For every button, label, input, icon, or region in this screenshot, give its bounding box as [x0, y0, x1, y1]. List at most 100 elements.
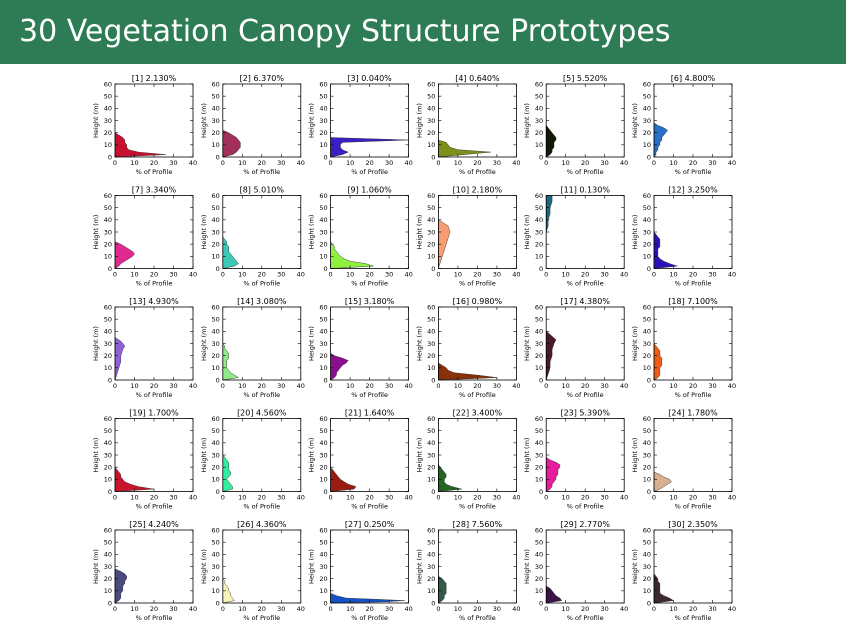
x-tick-label: 30: [708, 159, 716, 167]
x-axis-label: % of Profile: [675, 614, 712, 622]
y-tick-label: 40: [212, 439, 220, 447]
profile-area: [438, 362, 497, 381]
x-axis-label: % of Profile: [243, 614, 280, 622]
x-tick-label: 30: [601, 382, 609, 390]
x-tick-label: 20: [150, 494, 158, 502]
y-axis-label: Height (m): [631, 549, 639, 584]
x-tick-label: 10: [238, 382, 246, 390]
x-tick-label: 10: [454, 271, 462, 279]
x-tick-label: 0: [652, 494, 656, 502]
x-tick-label: 20: [150, 382, 158, 390]
y-tick-label: 40: [643, 105, 651, 113]
x-tick-label: 40: [297, 159, 305, 167]
x-tick-label: 20: [689, 494, 697, 502]
y-tick-label: 0: [323, 265, 327, 273]
y-tick-label: 20: [427, 463, 435, 471]
x-tick-label: 40: [512, 382, 520, 390]
x-axis-label: % of Profile: [459, 614, 496, 622]
y-tick-label: 40: [104, 216, 112, 224]
y-tick-label: 0: [108, 599, 112, 607]
plot-frame: [222, 195, 302, 269]
x-tick-label: 0: [329, 159, 333, 167]
x-axis-label: % of Profile: [351, 503, 388, 511]
chart-panel-6: 0 10 20 30 40 0 10 20 30 40 50 60 [6] 4.800% % of Pro…: [631, 74, 736, 176]
panel-title: [25] 4.240%: [129, 520, 179, 529]
panel-title: [5] 5.520%: [563, 74, 608, 83]
x-axis-label: % of Profile: [136, 168, 173, 176]
x-tick-label: 0: [652, 605, 656, 613]
y-tick-label: 50: [212, 538, 220, 546]
y-tick-label: 60: [643, 415, 651, 423]
y-tick-label: 50: [643, 315, 651, 323]
y-tick-label: 30: [104, 228, 112, 236]
y-tick-label: 40: [319, 328, 327, 336]
x-tick-label: 40: [189, 382, 197, 390]
x-tick-label: 10: [669, 494, 677, 502]
plot-frame: [653, 83, 733, 158]
y-tick-label: 20: [427, 240, 435, 248]
y-tick-label: 30: [427, 117, 435, 125]
y-tick-label: 0: [108, 153, 112, 161]
chart-panel-9: 0 10 20 30 40 0 10 20 30 40 50 60 [9] 1.060% % of Pro…: [308, 186, 413, 288]
y-tick-label: 40: [535, 216, 543, 224]
y-tick-label: 20: [319, 240, 327, 248]
chart-panel-10: 0 10 20 30 40 0 10 20 30 40 50 60 [10] 2.180% % of Pr…: [415, 186, 520, 288]
y-axis-label: Height (m): [415, 549, 423, 584]
chart-panel-5: 0 10 20 30 40 0 10 20 30 40 50 60 [5] 5.520% % of Pro…: [523, 74, 628, 176]
chart-panel-7: 0 10 20 30 40 0 10 20 30 40 50 60 [7] 3.340% % of Pro…: [92, 186, 197, 288]
y-tick-label: 10: [643, 476, 651, 484]
profile-area: [330, 593, 405, 604]
y-tick-label: 50: [427, 427, 435, 435]
y-tick-label: 30: [319, 228, 327, 236]
x-axis-label: % of Profile: [243, 503, 280, 511]
profile-area: [546, 457, 561, 492]
x-tick-label: 40: [404, 382, 412, 390]
x-tick-label: 40: [512, 159, 520, 167]
profile-area: [114, 132, 166, 158]
x-tick-label: 40: [404, 605, 412, 613]
x-tick-label: 20: [365, 271, 373, 279]
x-tick-label: 30: [493, 494, 501, 502]
x-tick-label: 0: [436, 605, 440, 613]
panel-title: [1] 2.130%: [132, 74, 177, 83]
panel-title: [15] 3.180%: [345, 297, 395, 306]
page-title: 30 Vegetation Canopy Structure Prototype…: [19, 14, 671, 49]
x-tick-label: 10: [669, 605, 677, 613]
x-tick-label: 40: [189, 159, 197, 167]
x-tick-label: 0: [436, 382, 440, 390]
chart-panel-18: 0 10 20 30 40 0 10 20 30 40 50 60 [18] 7.100% % of Pr…: [631, 297, 736, 399]
y-tick-label: 20: [535, 352, 543, 360]
x-tick-label: 0: [544, 159, 548, 167]
y-tick-label: 50: [104, 92, 112, 100]
x-tick-label: 20: [473, 159, 481, 167]
y-axis-label: Height (m): [415, 103, 423, 138]
y-tick-label: 20: [535, 129, 543, 137]
profile-area: [330, 241, 374, 269]
y-tick-label: 20: [319, 352, 327, 360]
panel-title: [23] 5.390%: [560, 409, 610, 418]
y-tick-label: 20: [212, 352, 220, 360]
y-axis-label: Height (m): [92, 215, 100, 250]
x-tick-label: 20: [150, 271, 158, 279]
panel-title: [26] 4.360%: [237, 520, 287, 529]
x-tick-label: 40: [728, 382, 736, 390]
panel-title: [9] 1.060%: [347, 186, 392, 195]
y-tick-label: 40: [643, 328, 651, 336]
y-tick-label: 20: [535, 575, 543, 583]
y-tick-label: 10: [427, 476, 435, 484]
y-tick-label: 0: [647, 153, 651, 161]
y-tick-label: 20: [535, 463, 543, 471]
y-tick-label: 20: [319, 463, 327, 471]
y-tick-label: 40: [427, 216, 435, 224]
chart-panel-15: 0 10 20 30 40 0 10 20 30 40 50 60 [15] 3.180% % of Pr…: [308, 297, 413, 399]
y-tick-label: 30: [319, 340, 327, 348]
y-tick-label: 0: [323, 599, 327, 607]
y-tick-label: 40: [319, 551, 327, 559]
chart-panel-17: 0 10 20 30 40 0 10 20 30 40 50 60 [17] 4.380% % of Pr…: [523, 297, 628, 399]
x-tick-label: 0: [652, 382, 656, 390]
x-tick-label: 0: [544, 382, 548, 390]
y-tick-label: 10: [104, 587, 112, 595]
y-tick-label: 20: [427, 129, 435, 137]
x-axis-label: % of Profile: [459, 391, 496, 399]
